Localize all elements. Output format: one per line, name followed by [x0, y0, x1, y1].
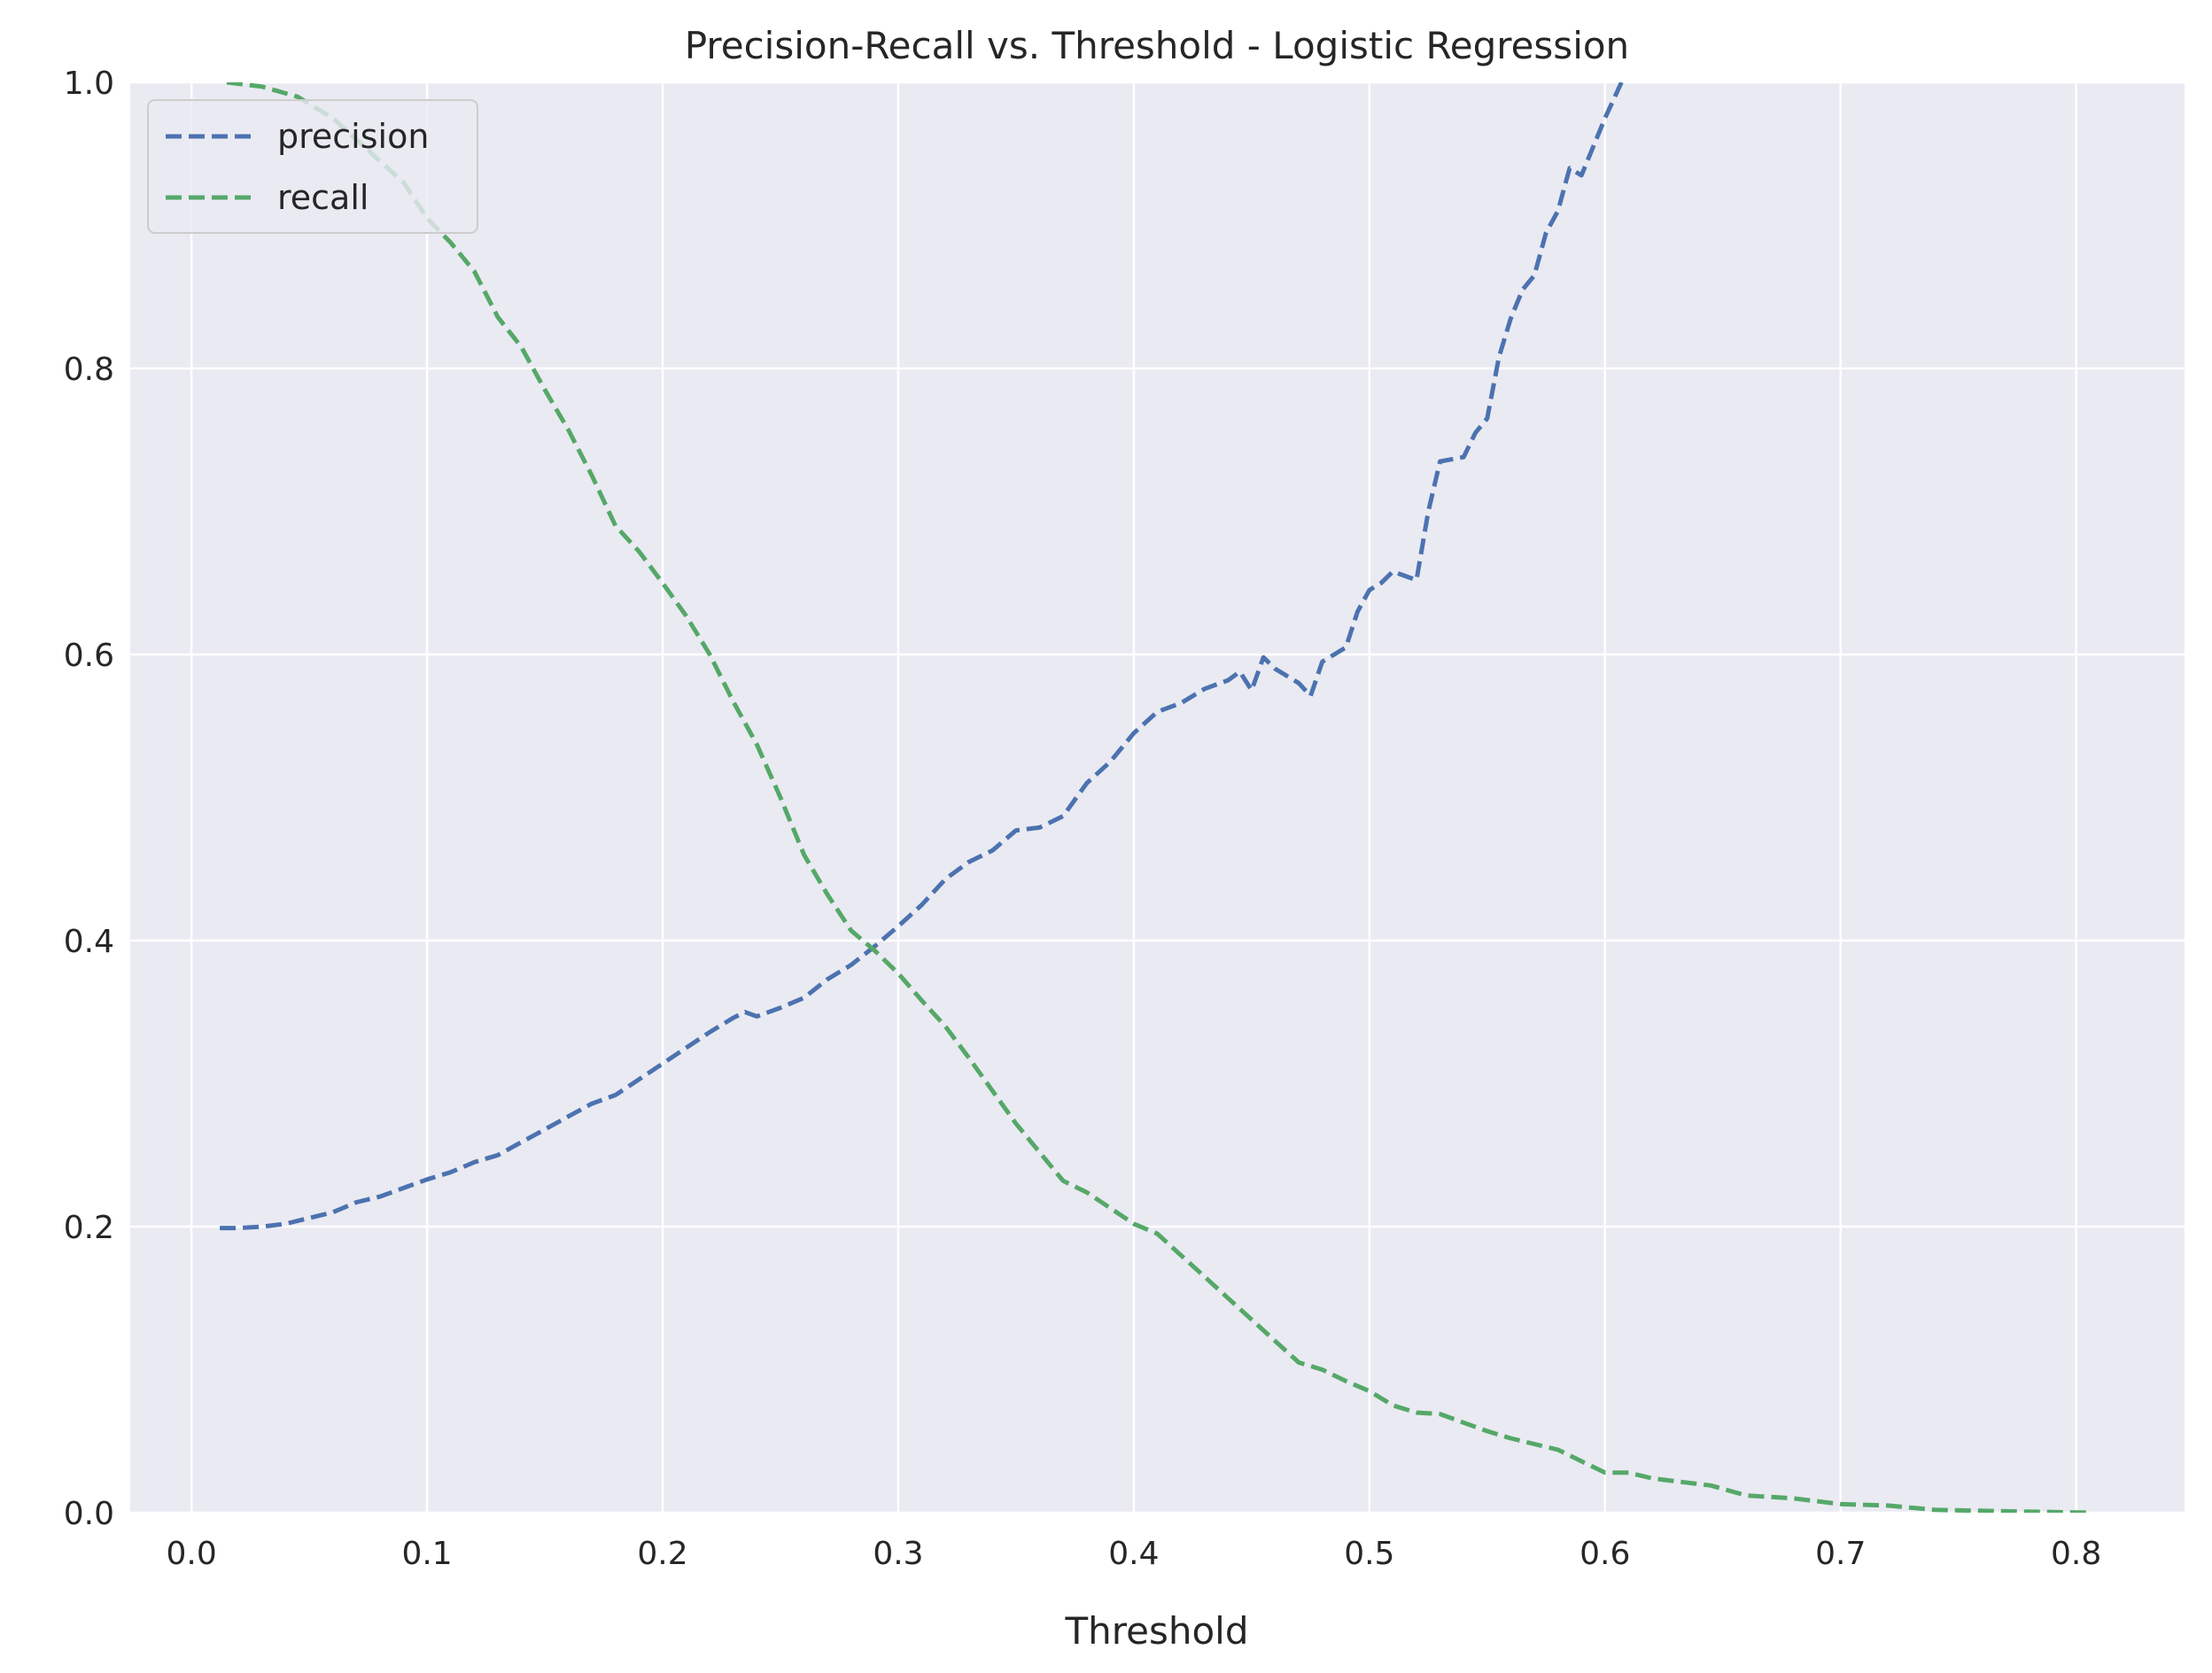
- series-line-recall: [226, 82, 2091, 1513]
- plot-area: [130, 82, 2185, 1513]
- x-tick-label: 0.5: [1344, 1536, 1394, 1572]
- x-tick-label: 0.2: [637, 1536, 687, 1572]
- legend-box: [147, 99, 478, 234]
- x-tick-label: 0.1: [401, 1536, 452, 1572]
- y-tick-label: 0.6: [64, 638, 114, 674]
- x-tick-label: 0.3: [873, 1536, 923, 1572]
- x-tick-label: 0.0: [167, 1536, 217, 1572]
- grid-lines: [130, 81, 2185, 1514]
- y-tick-label: 1.0: [64, 66, 114, 102]
- x-tick-label: 0.4: [1108, 1536, 1159, 1572]
- x-tick-label: 0.6: [1579, 1536, 1630, 1572]
- y-axis-ticks: 0.0 0.2 0.4 0.6 0.8 1.0: [64, 66, 114, 1532]
- series-line-precision: [220, 82, 1624, 1231]
- x-tick-label: 0.8: [2051, 1536, 2101, 1572]
- legend: precision recall: [147, 99, 478, 234]
- y-tick-label: 0.8: [64, 352, 114, 388]
- x-axis-ticks: 0.0 0.1 0.2 0.3 0.4 0.5 0.6 0.7 0.8: [167, 1536, 2102, 1572]
- y-tick-label: 0.2: [64, 1210, 114, 1246]
- y-tick-label: 0.0: [64, 1496, 114, 1532]
- legend-label-precision: precision: [277, 117, 429, 156]
- legend-label-recall: recall: [277, 178, 369, 217]
- chart-title: Precision-Recall vs. Threshold - Logisti…: [685, 24, 1629, 67]
- y-tick-label: 0.4: [64, 924, 114, 960]
- series-lines: [220, 82, 2091, 1513]
- x-axis-label: Threshold: [1065, 1609, 1249, 1653]
- x-tick-label: 0.7: [1815, 1536, 1866, 1572]
